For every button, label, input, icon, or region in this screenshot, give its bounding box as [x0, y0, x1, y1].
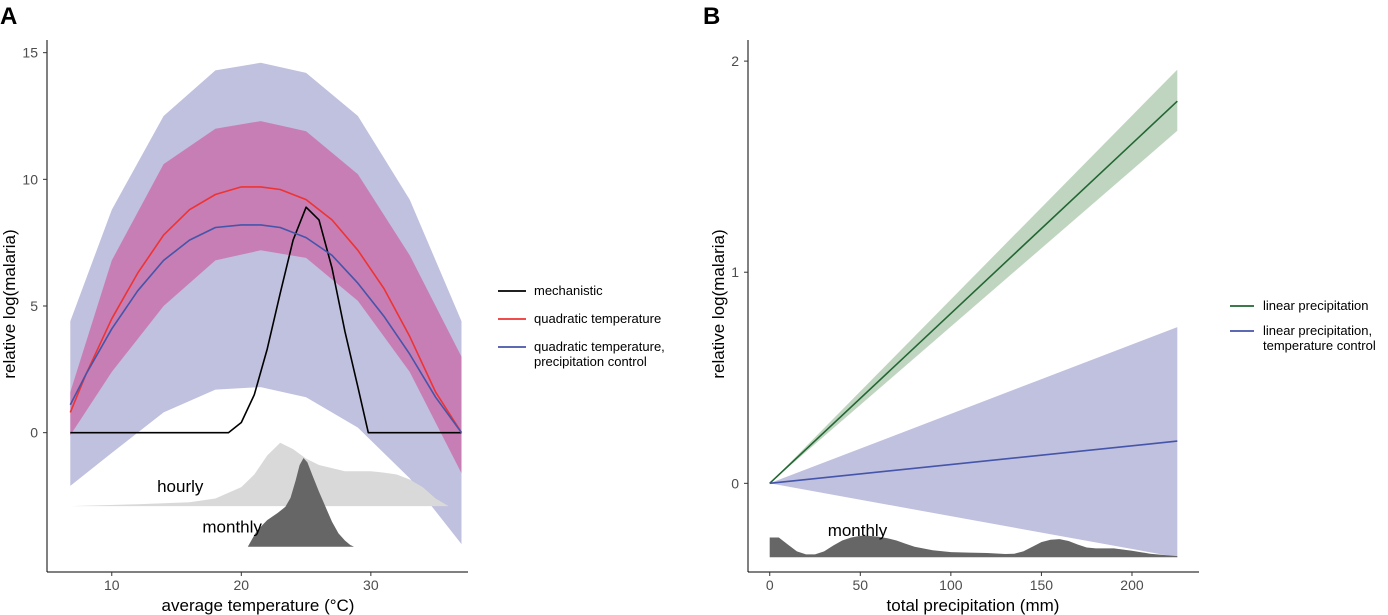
density-hourly — [70, 442, 449, 507]
x-tick-label: 100 — [939, 577, 963, 593]
legend-item-linear-precipitation: linear precipitation — [1230, 298, 1369, 313]
panel-b-x-axis-title: total precipitation (mm) — [887, 596, 1060, 615]
panel-b-density-plots: monthly — [769, 521, 1178, 558]
legend-label: mechanistic — [534, 283, 603, 298]
legend-item-linear-precipitation-temperature-control: linear precipitation, temperature control — [1230, 323, 1376, 353]
legend-label: linear precipitation — [1263, 298, 1369, 313]
x-tick-label: 10 — [104, 577, 120, 593]
x-tick-label: 50 — [853, 577, 869, 593]
panel-a-label: A — [0, 3, 17, 30]
band-linear-precipitation — [769, 69, 1178, 484]
density-label-monthly: monthly — [202, 518, 262, 537]
y-tick-label: 10 — [22, 171, 38, 187]
panel-a-legend: mechanistic quadratic temperature quadrati… — [498, 283, 665, 369]
panel-b-legend: linear precipitation linear precipitation… — [1230, 298, 1376, 353]
density-label-hourly: hourly — [157, 477, 204, 496]
y-tick-label: 15 — [22, 45, 38, 61]
x-tick-label: 0 — [766, 577, 774, 593]
x-tick-label: 20 — [234, 577, 250, 593]
band-linear-precipitation-temperature-control — [769, 327, 1178, 558]
panel-b-y-axis-title: relative log(malaria) — [709, 229, 728, 378]
line-linear-precipitation-temperature-control — [769, 440, 1178, 485]
panel-a-axes: 10 20 30 0 5 10 15 — [22, 40, 468, 593]
panel-b-label: B — [703, 3, 720, 30]
x-tick-label: 200 — [1120, 577, 1144, 593]
panel-a-x-axis-title: average temperature (°C) — [162, 596, 355, 615]
x-tick-label: 150 — [1030, 577, 1054, 593]
panel-b-series-lines — [769, 100, 1178, 485]
density-monthly — [247, 458, 354, 547]
band-quadratic-temperature — [70, 121, 462, 474]
panel-b-axes: 0 50 100 150 200 0 1 2 — [731, 40, 1199, 593]
line-quadratic-temperature — [69, 186, 463, 434]
panel-b: B monthly 0 50 100 150 200 0 1 2 total precipit… — [703, 3, 1376, 615]
line-mechanistic — [70, 206, 462, 434]
legend-label: linear precipitation, temperature control — [1263, 323, 1376, 353]
panel-b-confidence-bands — [769, 69, 1178, 558]
panel-a: A hourly monthly 10 20 30 0 5 10 15 average tem… — [0, 3, 665, 615]
legend-item-mechanistic: mechanistic — [498, 283, 603, 298]
density-monthly — [769, 535, 1178, 558]
panel-a-y-axis-title: relative log(malaria) — [0, 229, 19, 378]
legend-label: quadratic temperature — [534, 311, 661, 326]
y-tick-label: 0 — [731, 475, 739, 491]
line-quadratic-temperature-precipitation-control — [69, 224, 463, 434]
y-tick-label: 2 — [731, 53, 739, 69]
y-tick-label: 1 — [731, 264, 739, 280]
y-tick-label: 5 — [30, 298, 38, 314]
legend-label: quadratic temperature, precipitation cont… — [534, 339, 665, 369]
panel-a-confidence-bands — [70, 62, 462, 545]
line-linear-precipitation — [769, 100, 1178, 484]
y-tick-label: 0 — [30, 425, 38, 441]
panel-a-density-plots: hourly monthly — [70, 442, 449, 547]
legend-item-quadratic-temperature: quadratic temperature — [498, 311, 661, 326]
panel-a-series-lines — [69, 186, 463, 434]
density-label-monthly: monthly — [828, 521, 888, 540]
x-tick-label: 30 — [363, 577, 379, 593]
legend-item-quadratic-temperature-precipitation-control: quadratic temperature, precipitation cont… — [498, 339, 665, 369]
